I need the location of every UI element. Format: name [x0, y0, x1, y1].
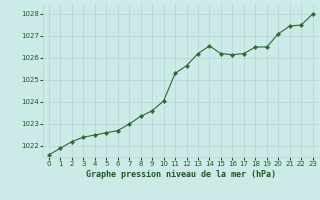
X-axis label: Graphe pression niveau de la mer (hPa): Graphe pression niveau de la mer (hPa): [86, 170, 276, 179]
